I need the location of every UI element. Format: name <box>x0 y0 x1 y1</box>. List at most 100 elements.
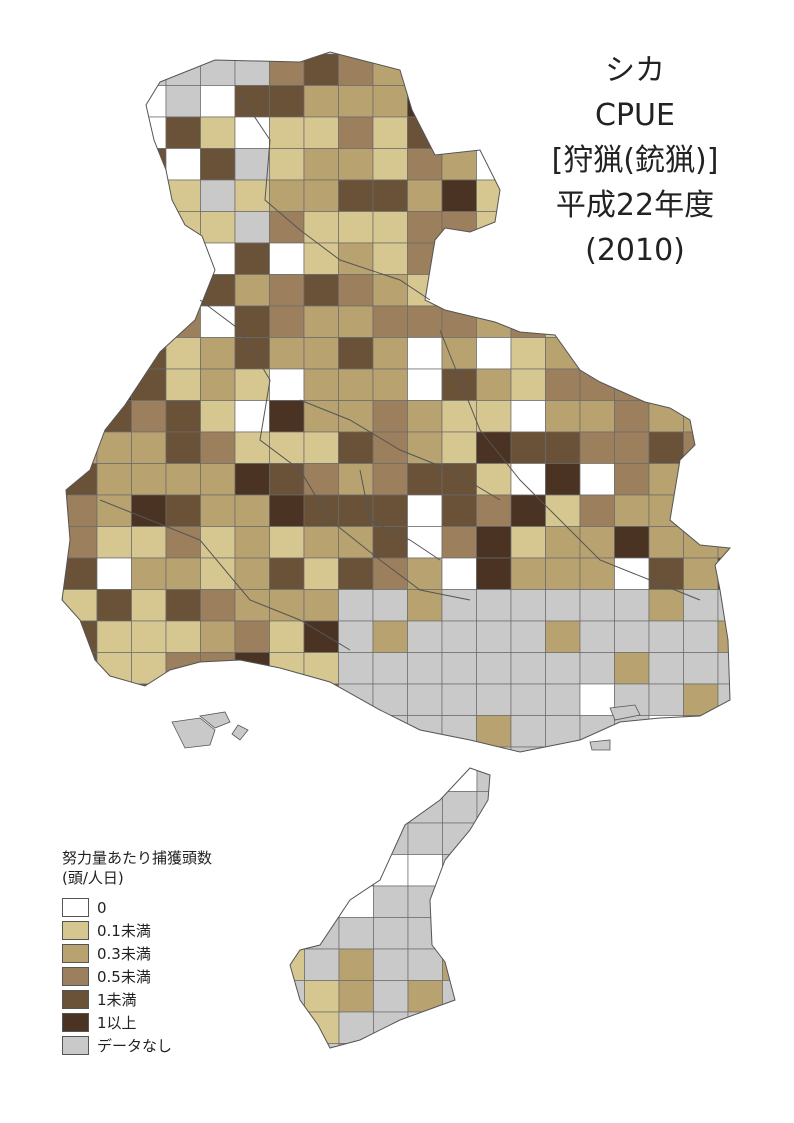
grid-cell <box>303 494 339 527</box>
grid-cell <box>717 368 730 401</box>
grid-cell <box>96 400 132 433</box>
grid-cell <box>304 1043 340 1048</box>
grid-cell <box>269 683 305 716</box>
grid-cell <box>131 53 167 86</box>
grid-cell <box>441 463 477 496</box>
legend-item-1: 0.1未満 <box>62 919 212 942</box>
grid-cell <box>338 1011 374 1044</box>
grid-cell <box>338 885 374 918</box>
grid-cell <box>62 305 98 338</box>
grid-cell <box>545 368 581 401</box>
grid-cell <box>269 53 305 86</box>
grid-cell <box>62 715 63 748</box>
grid-cell <box>62 179 63 212</box>
grid-cell <box>338 431 374 464</box>
grid-cell <box>303 526 339 559</box>
grid-cell <box>442 948 478 981</box>
grid-cell <box>441 85 477 118</box>
grid-cell <box>304 917 340 950</box>
grid-cell <box>614 400 650 433</box>
grid-cell <box>545 305 581 338</box>
grid-cell <box>165 463 201 496</box>
grid-cell <box>510 589 546 622</box>
legend-item-2: 0.3未満 <box>62 942 212 965</box>
grid-cell <box>131 526 167 559</box>
grid-cell <box>269 620 305 653</box>
grid-cell <box>510 274 546 307</box>
grid-cell <box>131 179 167 212</box>
grid-cell <box>96 85 132 118</box>
grid-cell <box>545 620 581 653</box>
grid-cell <box>165 116 201 149</box>
grid-cell <box>338 179 374 212</box>
grid-cell <box>476 274 512 307</box>
grid-cell <box>338 822 374 855</box>
grid-cell <box>545 589 581 622</box>
grid-cell <box>648 305 684 338</box>
legend-label: 1未満 <box>97 991 137 1009</box>
grid-cell <box>165 148 201 181</box>
grid-cell <box>441 242 477 275</box>
grid-cell <box>62 526 63 559</box>
grid-cell <box>373 791 409 824</box>
grid-cell <box>62 179 98 212</box>
grid-cell <box>717 463 730 496</box>
grid-cell <box>441 368 477 401</box>
grid-cell <box>407 822 443 855</box>
grid-cell <box>62 400 98 433</box>
grid-cell <box>269 746 305 752</box>
grid-cell <box>579 683 615 716</box>
grid-cell <box>442 980 478 1013</box>
grid-cell <box>338 917 374 950</box>
grid-cell <box>441 53 477 86</box>
grid-cell <box>579 400 615 433</box>
grid-cell <box>648 337 684 370</box>
grid-cell <box>304 885 340 918</box>
grid-cell <box>373 1011 409 1044</box>
grid-cell <box>303 242 339 275</box>
grid-cell <box>545 431 581 464</box>
grid-cell <box>579 337 615 370</box>
grid-cell <box>234 431 270 464</box>
grid-cell <box>290 768 305 792</box>
grid-cell <box>407 917 443 950</box>
grid-cell <box>510 683 546 716</box>
grid-cell <box>269 274 305 307</box>
grid-cell <box>683 431 719 464</box>
grid-cell <box>372 274 408 307</box>
grid-cell <box>510 463 546 496</box>
grid-cell <box>200 116 236 149</box>
grid-cell <box>62 400 63 433</box>
grid-cell <box>269 431 305 464</box>
grid-cell <box>579 652 615 685</box>
grid-cell <box>476 822 490 855</box>
grid-cell <box>407 463 443 496</box>
grid-cell <box>648 400 684 433</box>
grid-cell <box>683 620 719 653</box>
grid-cell <box>614 337 650 370</box>
grid-cell <box>683 526 719 559</box>
awaji-outline <box>289 767 491 1049</box>
grid-cell <box>648 683 684 716</box>
grid-cell <box>441 179 477 212</box>
grid-cell <box>62 211 98 244</box>
grid-cell <box>441 526 477 559</box>
grid-cell <box>614 652 650 685</box>
grid-cell <box>62 148 98 181</box>
grid-cell <box>407 305 443 338</box>
grid-cell <box>62 211 63 244</box>
grid-cell <box>510 652 546 685</box>
grid-cell <box>614 526 650 559</box>
grid-cell <box>407 768 443 792</box>
grid-cell <box>303 211 339 244</box>
grid-cell <box>442 1043 478 1048</box>
grid-cell <box>234 746 270 752</box>
grid-cell <box>579 463 615 496</box>
grid-cell <box>62 652 98 685</box>
grid-cell <box>290 822 305 855</box>
grid-cell <box>234 368 270 401</box>
grid-cell <box>200 337 236 370</box>
grid-cell <box>62 620 98 653</box>
grid-cell <box>545 337 581 370</box>
grid-cell <box>545 400 581 433</box>
